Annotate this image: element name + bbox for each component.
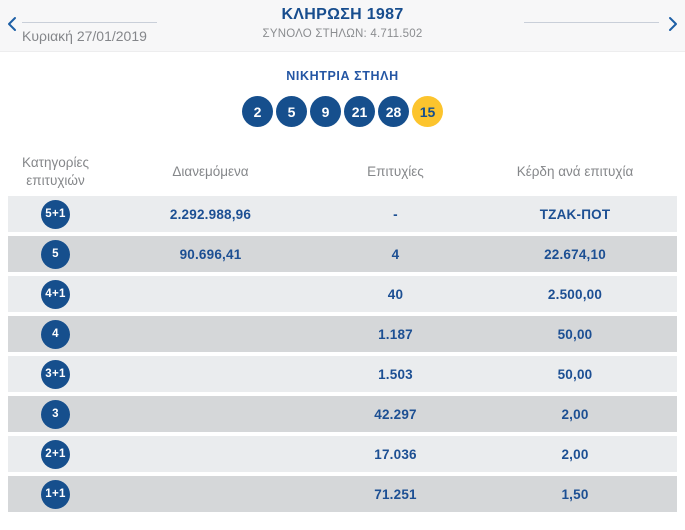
winning-column-heading: ΝΙΚΗΤΡΙΑ ΣΤΗΛΗ [286, 69, 399, 83]
category-badge: 4 [41, 319, 70, 349]
prize-value: 2,00 [561, 446, 589, 462]
column-header-categories: Κατηγορίες επιτυχιών [22, 154, 89, 188]
prize-value: 50,00 [557, 366, 593, 382]
table-row: 4 1.187 50,00 [8, 316, 677, 352]
chevron-right-icon [667, 16, 679, 32]
table-row: 1+1 71.251 1,50 [8, 476, 677, 512]
draw-total-columns: ΣΥΝΟΛΟ ΣΤΗΛΩΝ: 4.711.502 [262, 28, 423, 40]
column-header-distributed: Διανεμόμενα [172, 163, 249, 179]
number-ball: 28 [378, 96, 409, 127]
bonus-number-ball: 15 [412, 96, 443, 127]
column-header-prize: Κέρδη ανά επιτυχία [516, 163, 634, 179]
number-ball: 5 [276, 96, 307, 127]
draw-navigation-bar: Κυριακή 27/01/2019 ΚΛΗΡΩΣΗ 1987 ΣΥΝΟΛΟ Σ… [0, 0, 685, 52]
winners-value: 40 [387, 286, 404, 302]
table-row: 3 42.297 2,00 [8, 396, 677, 432]
number-ball: 9 [310, 96, 341, 127]
category-badge: 4+1 [41, 279, 70, 309]
prize-results-table: Κατηγορίες επιτυχιών Διανεμόμενα Επιτυχί… [8, 148, 677, 512]
prize-value: 22.674,10 [544, 246, 606, 262]
distributed-value: 90.696,41 [179, 246, 242, 262]
category-badge: 5 [41, 239, 70, 269]
winners-value: 17.036 [374, 446, 417, 462]
category-badge: 3 [41, 399, 70, 429]
right-divider-line [524, 22, 659, 23]
distributed-value: 2.292.988,96 [169, 206, 252, 222]
winners-value: 1.503 [378, 366, 413, 382]
left-divider-line [22, 22, 157, 23]
category-badge: 2+1 [41, 439, 70, 469]
next-draw-button[interactable] [665, 15, 681, 33]
number-ball: 21 [344, 96, 375, 127]
table-row: 2+1 17.036 2,00 [8, 436, 677, 472]
winners-value: 71.251 [374, 486, 417, 502]
table-header-row: Κατηγορίες επιτυχιών Διανεμόμενα Επιτυχί… [8, 148, 677, 196]
prize-value: 50,00 [557, 326, 593, 342]
winners-value: - [393, 206, 398, 222]
category-badge: 5+1 [41, 199, 70, 229]
winning-numbers-section: ΝΙΚΗΤΡΙΑ ΣΤΗΛΗ 2 5 9 21 28 15 [0, 52, 685, 127]
table-row: 3+1 1.503 50,00 [8, 356, 677, 392]
table-row: 5 90.696,41 4 22.674,10 [8, 236, 677, 272]
prize-value: 2,00 [561, 406, 589, 422]
draw-date: Κυριακή 27/01/2019 [22, 28, 147, 44]
prize-value: 1,50 [561, 486, 589, 502]
prize-value: 2.500,00 [547, 286, 603, 302]
winners-value: 1.187 [378, 326, 413, 342]
table-row: 4+1 40 2.500,00 [8, 276, 677, 312]
column-header-winners: Επιτυχίες [367, 163, 424, 179]
category-badge: 3+1 [41, 359, 70, 389]
table-row: 5+1 2.292.988,96 - ΤΖΑΚ-ΠΟΤ [8, 196, 677, 232]
winning-numbers: 2 5 9 21 28 15 [0, 96, 685, 127]
category-badge: 1+1 [41, 479, 70, 509]
winners-value: 4 [391, 246, 400, 262]
previous-draw-button[interactable] [4, 15, 20, 33]
draw-title: ΚΛΗΡΩΣΗ 1987 [281, 6, 404, 23]
number-ball: 2 [242, 96, 273, 127]
winners-value: 42.297 [374, 406, 417, 422]
prize-value: ΤΖΑΚ-ΠΟΤ [539, 206, 611, 222]
chevron-left-icon [6, 16, 18, 32]
